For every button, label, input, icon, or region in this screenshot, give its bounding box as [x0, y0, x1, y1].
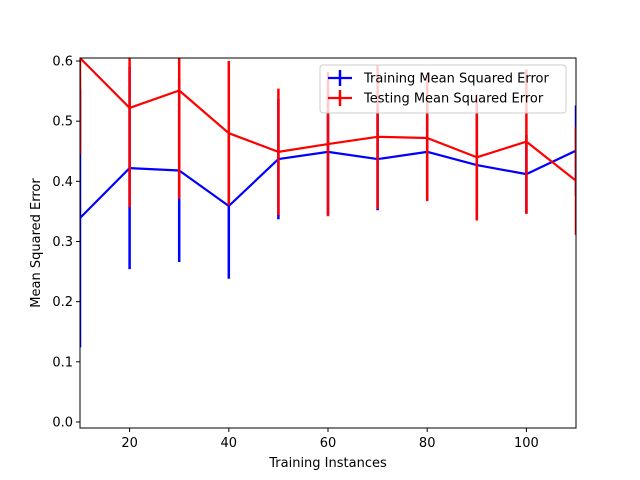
x-tick-label: 80: [419, 436, 436, 451]
y-tick-label: 0.4: [52, 175, 73, 190]
legend-label: Training Mean Squared Error: [363, 72, 549, 87]
legend-item: Training Mean Squared Error: [328, 70, 549, 87]
series-layer: [80, 58, 576, 348]
legend-item: Testing Mean Squared Error: [328, 90, 544, 107]
y-tick-label: 0.6: [52, 55, 73, 70]
y-tick-label: 0.1: [52, 355, 73, 370]
legend-box: [319, 64, 567, 114]
x-axis-label: Training Instances: [268, 456, 387, 471]
x-tick-label: 60: [320, 436, 337, 451]
y-tick-label: 0.0: [52, 415, 73, 430]
x-tick-label: 100: [514, 436, 539, 451]
y-tick-label: 0.3: [52, 235, 73, 250]
series-line: [80, 58, 576, 182]
legend-label: Testing Mean Squared Error: [363, 92, 544, 107]
x-axis: 20 40 60 80 100: [121, 428, 539, 451]
y-axis-label: Mean Squared Error: [29, 178, 44, 308]
y-tick-label: 0.5: [52, 115, 73, 130]
y-axis: 0.0 0.1 0.2 0.3 0.4 0.5 0.6: [52, 55, 80, 430]
x-tick-label: 20: [121, 436, 138, 451]
x-tick-label: 40: [221, 436, 238, 451]
y-tick-label: 0.2: [52, 295, 73, 310]
legend: Training Mean Squared Error Testing Mean …: [319, 64, 567, 114]
